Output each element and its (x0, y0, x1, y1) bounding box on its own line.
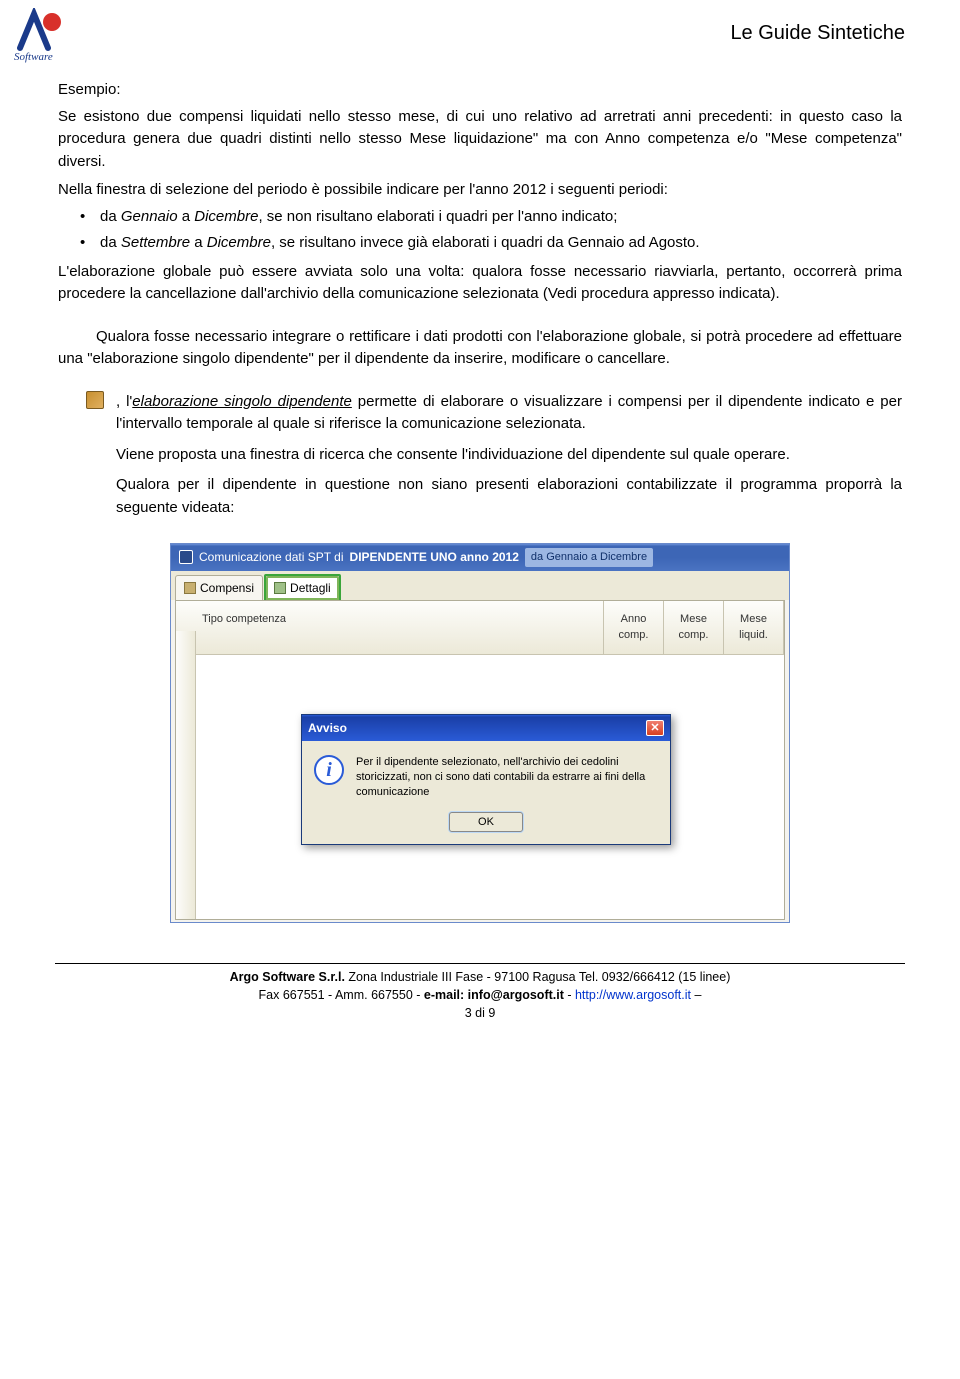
grid-header: Tipo competenza Anno comp. Mese comp. Me… (176, 601, 784, 655)
app-screenshot: Comunicazione dati SPT di DIPENDENTE UNO… (170, 543, 790, 923)
dialog-footer: OK (302, 812, 670, 844)
paragraph-4: Qualora fosse necessario integrare o ret… (58, 326, 902, 371)
grid-col-mese-comp[interactable]: Mese comp. (664, 601, 724, 654)
bullet-1: • da Gennaio a Dicembre, se non risultan… (80, 206, 902, 229)
window-title-period-pill: da Gennaio a Dicembre (525, 548, 653, 567)
window-title-text-1: Comunicazione dati SPT di (199, 548, 344, 566)
dialog-body: i Per il dipendente selezionato, nell'ar… (302, 741, 670, 812)
footer-line-2: Fax 667551 - Amm. 667550 - e-mail: info@… (55, 986, 905, 1004)
bullet-2: • da Settembre a Dicembre, se risultano … (80, 232, 902, 255)
window-title-text-2: DIPENDENTE UNO anno 2012 (350, 548, 519, 566)
paragraph-3: L'elaborazione globale può essere avviat… (58, 261, 902, 306)
footer-rule (55, 963, 905, 964)
paragraph-7: Qualora per il dipendente in questione n… (116, 474, 902, 519)
window-titlebar: Comunicazione dati SPT di DIPENDENTE UNO… (171, 544, 789, 571)
grid-col-tipo[interactable]: Tipo competenza (176, 601, 604, 654)
tab-compensi[interactable]: Compensi (175, 575, 263, 600)
paragraph-6: Viene proposta una finestra di ricerca c… (116, 444, 902, 467)
dialog-title-text: Avviso (308, 719, 347, 737)
tabs-row: Compensi Dettagli (171, 571, 789, 600)
dialog-close-button[interactable]: ✕ (646, 720, 664, 736)
page-footer: Argo Software S.r.l. Zona Industriale II… (0, 968, 960, 1030)
grid-col-mese-liquid[interactable]: Mese liquid. (724, 601, 784, 654)
main-window: Comunicazione dati SPT di DIPENDENTE UNO… (170, 543, 790, 923)
paragraph-1: Se esistono due compensi liquidati nello… (58, 106, 902, 174)
paragraph-2: Nella finestra di selezione del periodo … (58, 179, 902, 202)
grid-row-selector (176, 631, 196, 919)
dialog-titlebar: Avviso ✕ (302, 715, 670, 741)
grid-col-anno-comp[interactable]: Anno comp. (604, 601, 664, 654)
avviso-dialog: Avviso ✕ i Per il dipendente selezionato… (301, 714, 671, 845)
info-icon: i (314, 755, 344, 785)
svg-text:Software: Software (14, 51, 53, 63)
tab-compensi-icon (184, 582, 196, 594)
argo-logo-icon: Software (10, 8, 68, 63)
esempio-label: Esempio: (58, 79, 902, 102)
footer-line-1: Argo Software S.r.l. Zona Industriale II… (55, 968, 905, 986)
bullet-1-text: da Gennaio a Dicembre, se non risultano … (100, 206, 902, 229)
elaborazione-singolo-icon (86, 391, 104, 409)
window-icon (179, 550, 193, 564)
bullet-mark: • (80, 206, 100, 229)
paragraph-5: , l'elaborazione singolo dipendente perm… (116, 391, 902, 436)
dialog-ok-button[interactable]: OK (449, 812, 523, 832)
page-header: Software Le Guide Sintetiche (0, 0, 960, 63)
bullet-2-text: da Settembre a Dicembre, se risultano in… (100, 232, 902, 255)
bullet-mark: • (80, 232, 100, 255)
tab-dettagli-icon (274, 582, 286, 594)
dialog-message: Per il dipendente selezionato, nell'arch… (356, 755, 658, 800)
icon-paragraph-block: , l'elaborazione singolo dipendente perm… (58, 391, 902, 520)
tab-dettagli[interactable]: Dettagli (265, 575, 340, 600)
footer-pagenum: 3 di 9 (55, 1004, 905, 1022)
header-title: Le Guide Sintetiche (730, 18, 905, 48)
